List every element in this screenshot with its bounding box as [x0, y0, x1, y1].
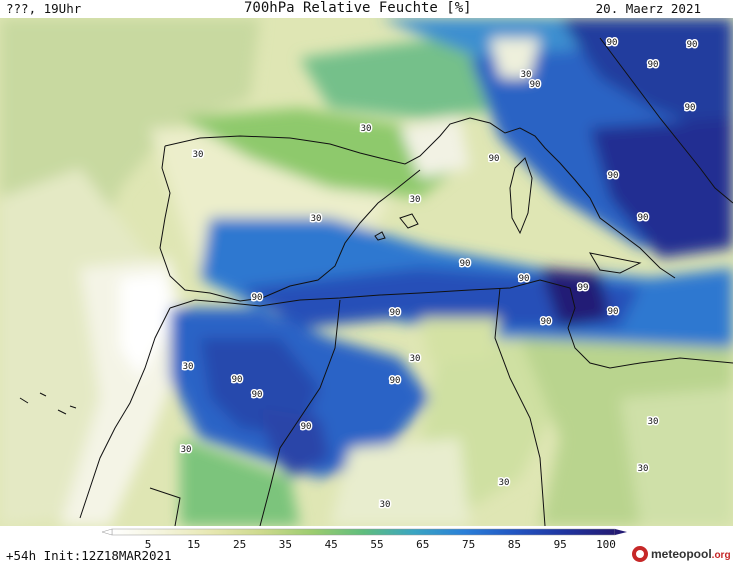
colorbar-tick-label: 55: [370, 538, 383, 551]
meteopool-logo[interactable]: meteopool.org: [632, 544, 732, 566]
colorbar-tick-label: 5: [145, 538, 152, 551]
colorbar-tick-label: 65: [416, 538, 429, 551]
contour-label-lbl-30-d: 30: [410, 195, 421, 205]
meteopool-logo-icon: [632, 546, 648, 562]
contour-label-lbl-90-c: 90: [648, 60, 659, 70]
colorbar-tick-label: 85: [508, 538, 521, 551]
contour-label-lbl-30-b: 30: [361, 124, 372, 134]
logo-main: meteopool: [651, 547, 712, 561]
colorbar: 5 15 25 35 45 55 65 75 85 95 100: [101, 528, 627, 551]
contour-label-lbl-90-l: 90: [390, 308, 401, 318]
contour-label-lbl-90-n: 90: [252, 390, 263, 400]
contour-label-lbl-90-f: 90: [608, 171, 619, 181]
contour-label-lbl-90-a: 90: [607, 38, 618, 48]
contour-label-lbl-90-m: 90: [232, 375, 243, 385]
colorbar-tick-label: 15: [187, 538, 200, 551]
colorbar-tick-label: 25: [233, 538, 246, 551]
contour-label-lbl-90-k: 90: [252, 293, 263, 303]
contour-label-lbl-30-j: 30: [380, 500, 391, 510]
colorbar-left-arrow: [101, 528, 113, 536]
contour-label-lbl-30-i: 30: [499, 478, 510, 488]
run-label: ???, 19Uhr: [6, 1, 82, 16]
contour-label-lbl-30-h: 30: [181, 445, 192, 455]
coastlines: [19, 37, 733, 526]
logo-suffix: .org: [711, 550, 731, 561]
contour-label-lbl-90-d: 90: [530, 80, 541, 90]
contour-label-lbl-90-p: 90: [301, 422, 312, 432]
forecast-run-label: +54h Init:12Z18MAR2021: [6, 548, 172, 563]
colorbar-right-arrow: [615, 529, 627, 535]
colorbar-gradient: [111, 528, 616, 536]
colorbar-tick-label: 95: [554, 538, 567, 551]
contour-label-lbl-30-a: 30: [193, 150, 204, 160]
map-title: 700hPa Relative Feuchte [%]: [244, 0, 472, 16]
header-bar: ???, 19Uhr 700hPa Relative Feuchte [%] 2…: [0, 0, 733, 18]
contour-label-lbl-90-e: 90: [489, 154, 500, 164]
humidity-field: [0, 18, 733, 526]
contour-label-lbl-90-j: 90: [608, 307, 619, 317]
footer-bar: 5 15 25 35 45 55 65 75 85 95 100 +54h Init:12Z18MA…: [0, 528, 733, 566]
colorbar-tick-label: 35: [279, 538, 292, 551]
contour-label-lbl-90-o: 90: [390, 376, 401, 386]
contour-label-lbl-30-l: 30: [648, 417, 659, 427]
colorbar-tick-label: 45: [325, 538, 338, 551]
contour-label-lbl-30-c: 30: [311, 214, 322, 224]
colorbar-tick-label: 100: [596, 538, 616, 551]
contour-label-lbl-30-f: 30: [410, 354, 421, 364]
contour-label-lbl-30-e: 30: [521, 70, 532, 80]
contour-label-lbl-90-i: 90: [519, 274, 530, 284]
contour-label-lbl-30-g: 30: [183, 362, 194, 372]
contour-label-lbl-90-g: 90: [638, 213, 649, 223]
contour-label-lbl-90-b: 90: [687, 40, 698, 50]
contour-label-lbl-90-r: 90: [685, 103, 696, 113]
valid-date: 20. Maerz 2021: [595, 1, 701, 16]
contour-label-lbl-90-h: 90: [460, 259, 471, 269]
contour-label-lbl-30-k: 30: [638, 464, 649, 474]
contour-label-lbl-90-q: 90: [541, 317, 552, 327]
logo-text: meteopool.org: [651, 547, 731, 561]
contour-label-lbl-99: 99: [578, 283, 589, 293]
colorbar-tick-label: 75: [462, 538, 475, 551]
